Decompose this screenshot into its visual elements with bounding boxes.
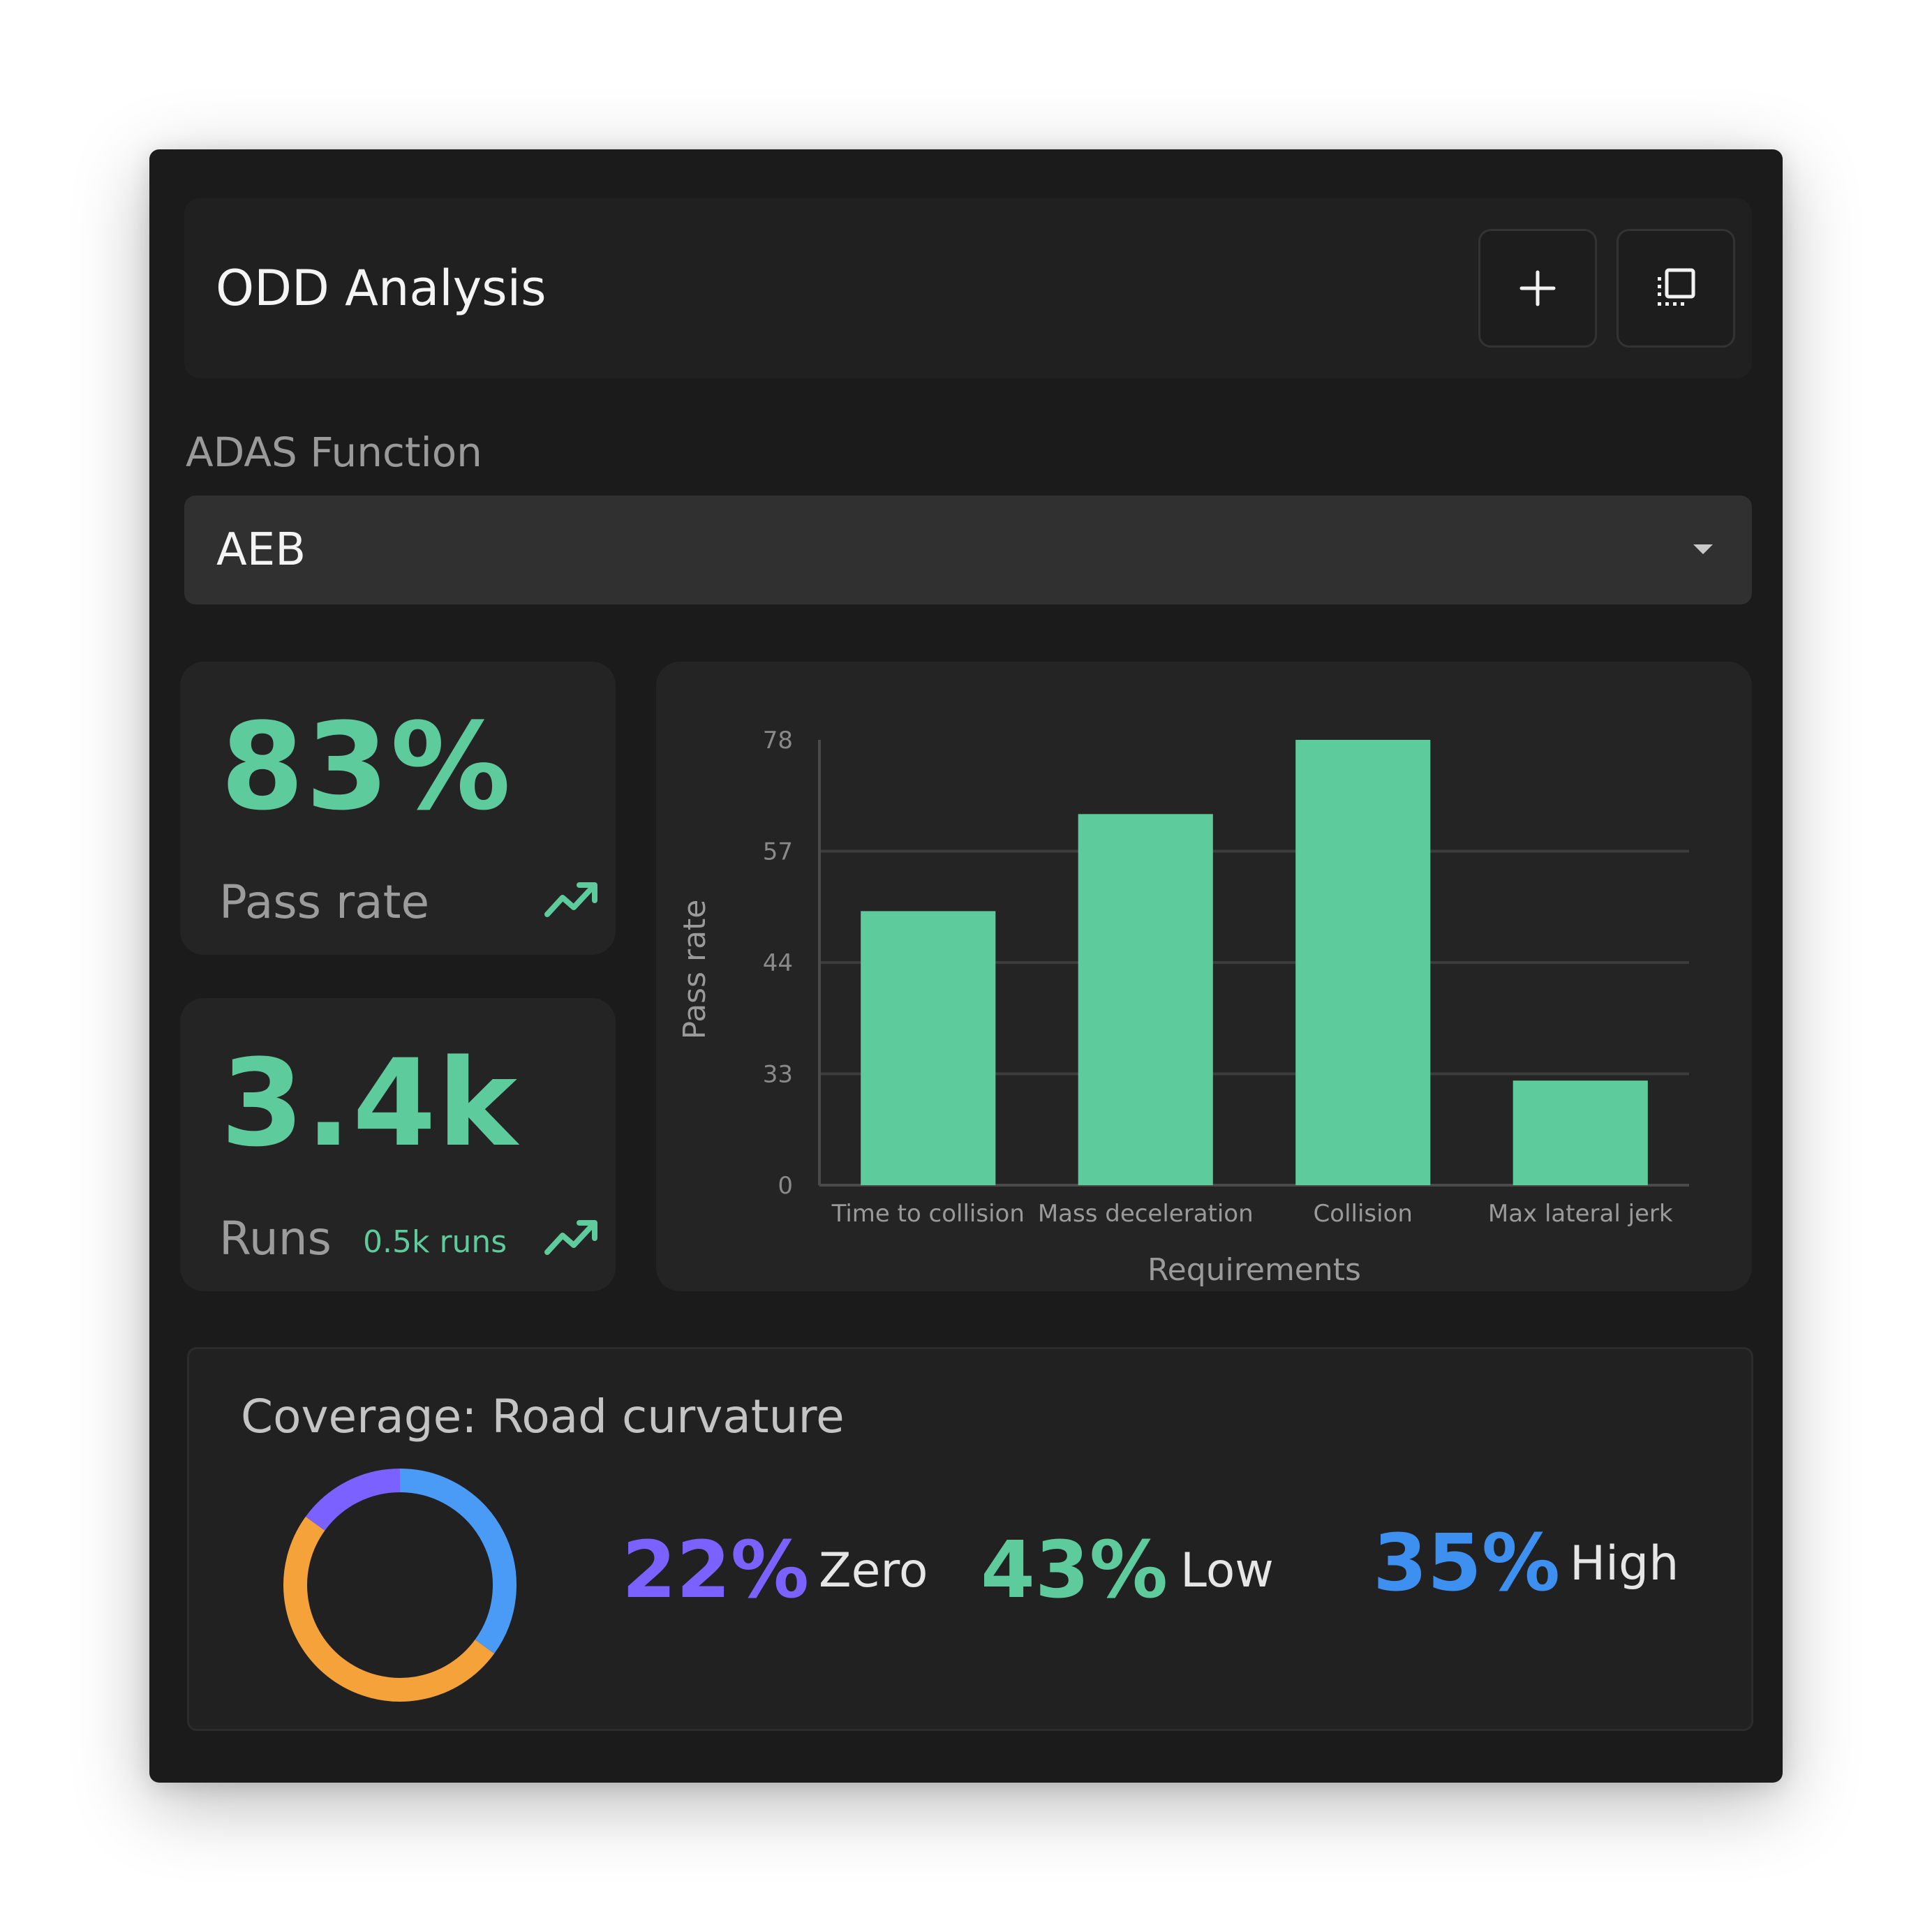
low-label: Low (1180, 1543, 1274, 1598)
high-label: High (1570, 1536, 1679, 1591)
x-tick-label: Collision (1314, 1200, 1413, 1228)
adas-function-value: AEB (216, 524, 306, 576)
runs-delta: 0.5k runs (363, 1224, 507, 1260)
copy-button[interactable] (1617, 229, 1735, 348)
adas-function-select[interactable]: AEB (184, 496, 1752, 604)
page-title: ODD Analysis (216, 260, 547, 317)
donut-segment (399, 1469, 517, 1654)
trending-up-icon (544, 882, 597, 917)
pass-rate-bar-chart: 0 33 44 57 78 Time to collision Mass decelerat… (677, 727, 1689, 1288)
y-tick-label: 33 (763, 1061, 793, 1089)
y-tick-label: 0 (778, 1172, 793, 1200)
runs-label: Runs (219, 1212, 332, 1265)
plus-icon (1519, 270, 1556, 306)
bar (1078, 814, 1213, 1185)
y-tick-label: 78 (763, 727, 793, 755)
x-axis-title: Requirements (1147, 1252, 1361, 1288)
pass-rate-chart-card: 0 33 44 57 78 Time to collision Mass decelerat… (656, 662, 1752, 1291)
low-percent: 43% (981, 1525, 1168, 1616)
coverage-card: Coverage: Road curvature 22% Zero 43% Lo… (187, 1347, 1753, 1731)
pass-rate-card: 83% Pass rate (180, 662, 616, 955)
bar (861, 911, 996, 1185)
caret-down-icon (1693, 544, 1713, 554)
trending-up-icon (544, 1220, 597, 1255)
coverage-donut (283, 1469, 517, 1702)
adas-function-label: ADAS Function (186, 429, 482, 476)
x-tick-label: Max lateral jerk (1488, 1200, 1673, 1228)
y-axis-title: Pass rate (677, 900, 713, 1040)
zero-label: Zero (819, 1543, 928, 1598)
coverage-title: Coverage: Road curvature (241, 1390, 845, 1443)
bar (1513, 1080, 1648, 1185)
high-percent: 35% (1373, 1518, 1561, 1609)
zero-percent: 22% (622, 1525, 810, 1616)
y-tick-label: 57 (763, 838, 793, 866)
odd-analysis-panel: ODD Analysis ADAS Functi (149, 149, 1783, 1783)
panel-header: ODD Analysis (184, 198, 1752, 378)
pass-rate-value: 83% (221, 697, 512, 837)
y-tick-label: 44 (763, 949, 793, 977)
donut-segment (283, 1516, 495, 1702)
add-button[interactable] (1478, 229, 1597, 348)
runs-value: 3.4k (221, 1033, 519, 1173)
bar (1295, 740, 1431, 1185)
runs-card: 3.4k Runs 0.5k runs (180, 998, 616, 1291)
x-tick-label: Time to collision (831, 1200, 1025, 1228)
pass-rate-label: Pass rate (219, 875, 430, 929)
donut-segment (305, 1469, 401, 1531)
copy-icon (1658, 268, 1695, 306)
x-tick-label: Mass deceleration (1038, 1200, 1254, 1228)
